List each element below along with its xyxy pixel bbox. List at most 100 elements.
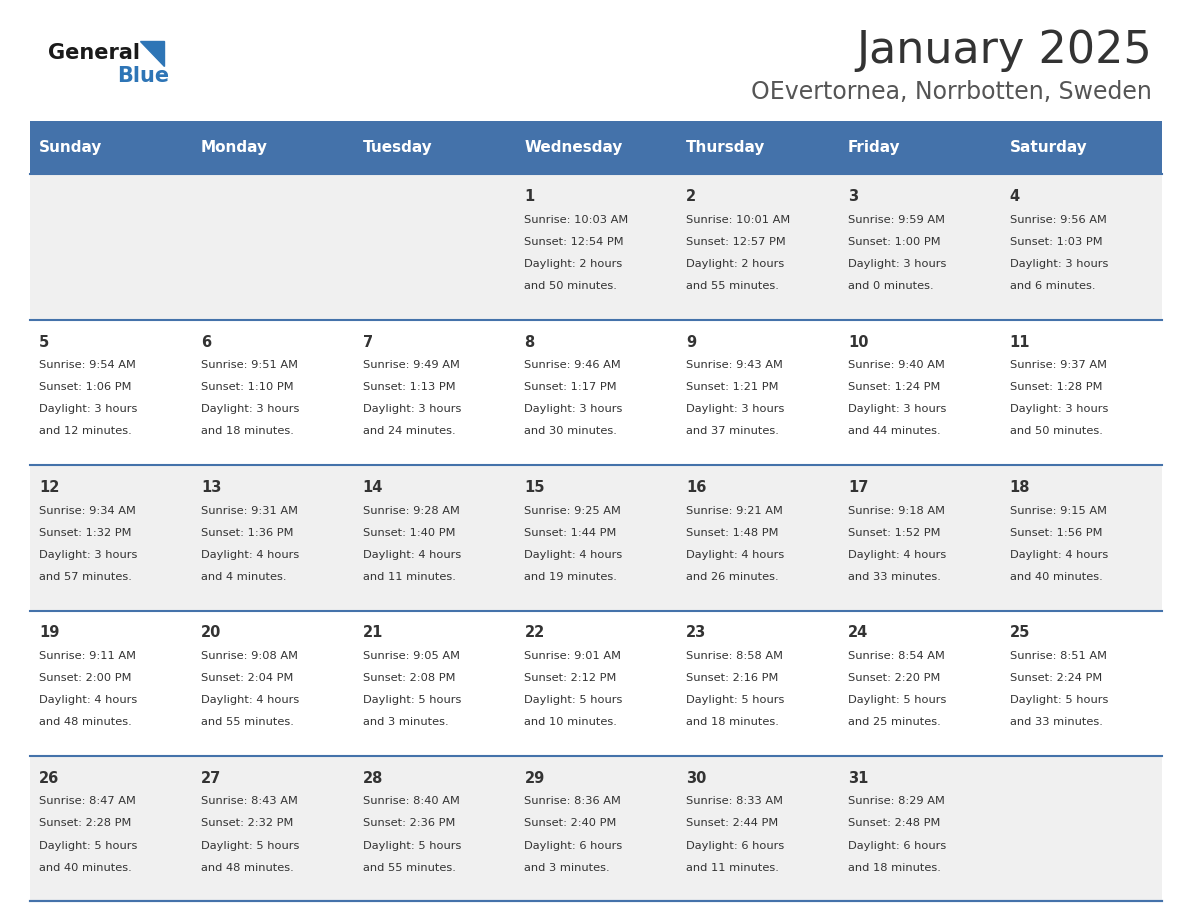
Text: Daylight: 4 hours: Daylight: 4 hours bbox=[362, 550, 461, 560]
Text: 22: 22 bbox=[524, 625, 544, 641]
Text: Sunset: 1:44 PM: Sunset: 1:44 PM bbox=[524, 528, 617, 538]
Text: Sunrise: 10:01 AM: Sunrise: 10:01 AM bbox=[687, 215, 790, 225]
Text: Sunset: 1:00 PM: Sunset: 1:00 PM bbox=[848, 237, 941, 247]
Text: Sunrise: 8:43 AM: Sunrise: 8:43 AM bbox=[201, 797, 298, 806]
Text: and 18 minutes.: and 18 minutes. bbox=[848, 863, 941, 872]
Text: Daylight: 4 hours: Daylight: 4 hours bbox=[848, 550, 946, 560]
Text: and 6 minutes.: and 6 minutes. bbox=[1010, 281, 1095, 291]
Text: Sunset: 2:24 PM: Sunset: 2:24 PM bbox=[1010, 673, 1102, 683]
Text: Sunrise: 8:29 AM: Sunrise: 8:29 AM bbox=[848, 797, 944, 806]
Text: January 2025: January 2025 bbox=[857, 29, 1152, 72]
Text: Friday: Friday bbox=[848, 140, 901, 155]
Text: 24: 24 bbox=[848, 625, 868, 641]
Text: 17: 17 bbox=[848, 480, 868, 495]
Text: 28: 28 bbox=[362, 771, 383, 786]
Text: and 26 minutes.: and 26 minutes. bbox=[687, 572, 779, 582]
Text: Daylight: 4 hours: Daylight: 4 hours bbox=[687, 550, 784, 560]
Text: 25: 25 bbox=[1010, 625, 1030, 641]
Text: Sunrise: 9:21 AM: Sunrise: 9:21 AM bbox=[687, 506, 783, 516]
Text: Sunrise: 8:40 AM: Sunrise: 8:40 AM bbox=[362, 797, 460, 806]
Text: 29: 29 bbox=[524, 771, 544, 786]
Text: Sunrise: 9:08 AM: Sunrise: 9:08 AM bbox=[201, 651, 298, 661]
Text: Sunset: 2:32 PM: Sunset: 2:32 PM bbox=[201, 819, 293, 828]
Text: Sunrise: 9:05 AM: Sunrise: 9:05 AM bbox=[362, 651, 460, 661]
Text: 31: 31 bbox=[848, 771, 868, 786]
Text: Sunrise: 8:51 AM: Sunrise: 8:51 AM bbox=[1010, 651, 1107, 661]
Text: and 18 minutes.: and 18 minutes. bbox=[687, 717, 779, 727]
Text: Daylight: 5 hours: Daylight: 5 hours bbox=[201, 841, 299, 850]
Text: Sunrise: 9:37 AM: Sunrise: 9:37 AM bbox=[1010, 360, 1107, 370]
Text: and 0 minutes.: and 0 minutes. bbox=[848, 281, 934, 291]
Text: 20: 20 bbox=[201, 625, 221, 641]
Text: Sunset: 1:52 PM: Sunset: 1:52 PM bbox=[848, 528, 941, 538]
Text: and 10 minutes.: and 10 minutes. bbox=[524, 717, 618, 727]
Text: Sunset: 2:48 PM: Sunset: 2:48 PM bbox=[848, 819, 940, 828]
Text: and 55 minutes.: and 55 minutes. bbox=[362, 863, 455, 872]
Text: Daylight: 5 hours: Daylight: 5 hours bbox=[362, 841, 461, 850]
Text: and 37 minutes.: and 37 minutes. bbox=[687, 426, 779, 436]
Text: and 18 minutes.: and 18 minutes. bbox=[201, 426, 293, 436]
Text: Sunset: 1:36 PM: Sunset: 1:36 PM bbox=[201, 528, 293, 538]
Text: General: General bbox=[48, 43, 139, 63]
Text: Daylight: 3 hours: Daylight: 3 hours bbox=[201, 404, 299, 414]
Text: Sunset: 2:28 PM: Sunset: 2:28 PM bbox=[39, 819, 132, 828]
Text: Daylight: 3 hours: Daylight: 3 hours bbox=[848, 259, 947, 269]
Text: Sunrise: 8:58 AM: Sunrise: 8:58 AM bbox=[687, 651, 783, 661]
Text: 26: 26 bbox=[39, 771, 59, 786]
Text: and 19 minutes.: and 19 minutes. bbox=[524, 572, 618, 582]
Text: Tuesday: Tuesday bbox=[362, 140, 432, 155]
Text: Daylight: 6 hours: Daylight: 6 hours bbox=[524, 841, 623, 850]
Text: and 3 minutes.: and 3 minutes. bbox=[362, 717, 448, 727]
Text: 3: 3 bbox=[848, 189, 858, 204]
Bar bbox=[30, 610, 1162, 756]
Polygon shape bbox=[140, 41, 164, 66]
Text: Sunset: 1:28 PM: Sunset: 1:28 PM bbox=[1010, 382, 1102, 392]
Text: Daylight: 4 hours: Daylight: 4 hours bbox=[1010, 550, 1108, 560]
Text: Sunrise: 9:46 AM: Sunrise: 9:46 AM bbox=[524, 360, 621, 370]
Text: Sunrise: 10:03 AM: Sunrise: 10:03 AM bbox=[524, 215, 628, 225]
Text: and 3 minutes.: and 3 minutes. bbox=[524, 863, 611, 872]
Text: Sunrise: 9:18 AM: Sunrise: 9:18 AM bbox=[848, 506, 944, 516]
Bar bbox=[30, 121, 1162, 174]
Text: Sunset: 2:16 PM: Sunset: 2:16 PM bbox=[687, 673, 778, 683]
Text: Sunrise: 9:40 AM: Sunrise: 9:40 AM bbox=[848, 360, 944, 370]
Text: Daylight: 3 hours: Daylight: 3 hours bbox=[848, 404, 947, 414]
Text: Daylight: 4 hours: Daylight: 4 hours bbox=[201, 550, 299, 560]
Text: 27: 27 bbox=[201, 771, 221, 786]
Text: Daylight: 3 hours: Daylight: 3 hours bbox=[362, 404, 461, 414]
Text: Daylight: 3 hours: Daylight: 3 hours bbox=[524, 404, 623, 414]
Text: and 40 minutes.: and 40 minutes. bbox=[39, 863, 132, 872]
Text: Sunrise: 9:49 AM: Sunrise: 9:49 AM bbox=[362, 360, 460, 370]
Text: and 12 minutes.: and 12 minutes. bbox=[39, 426, 132, 436]
Text: Sunset: 1:24 PM: Sunset: 1:24 PM bbox=[848, 382, 940, 392]
Text: Daylight: 2 hours: Daylight: 2 hours bbox=[687, 259, 784, 269]
Text: Daylight: 3 hours: Daylight: 3 hours bbox=[687, 404, 784, 414]
Text: Wednesday: Wednesday bbox=[524, 140, 623, 155]
Text: 14: 14 bbox=[362, 480, 383, 495]
Text: Sunset: 12:54 PM: Sunset: 12:54 PM bbox=[524, 237, 624, 247]
Text: Sunset: 12:57 PM: Sunset: 12:57 PM bbox=[687, 237, 786, 247]
Text: Sunset: 2:40 PM: Sunset: 2:40 PM bbox=[524, 819, 617, 828]
Text: Sunset: 1:56 PM: Sunset: 1:56 PM bbox=[1010, 528, 1102, 538]
Text: 10: 10 bbox=[848, 334, 868, 350]
Text: 13: 13 bbox=[201, 480, 221, 495]
Text: 5: 5 bbox=[39, 334, 50, 350]
Text: 4: 4 bbox=[1010, 189, 1019, 204]
Text: and 11 minutes.: and 11 minutes. bbox=[687, 863, 779, 872]
Text: Thursday: Thursday bbox=[687, 140, 765, 155]
Bar bbox=[30, 319, 1162, 465]
Text: Sunrise: 9:28 AM: Sunrise: 9:28 AM bbox=[362, 506, 460, 516]
Bar bbox=[30, 465, 1162, 610]
Text: Sunrise: 8:33 AM: Sunrise: 8:33 AM bbox=[687, 797, 783, 806]
Text: 19: 19 bbox=[39, 625, 59, 641]
Text: Daylight: 3 hours: Daylight: 3 hours bbox=[1010, 404, 1108, 414]
Text: Sunset: 1:40 PM: Sunset: 1:40 PM bbox=[362, 528, 455, 538]
Text: Sunset: 1:32 PM: Sunset: 1:32 PM bbox=[39, 528, 132, 538]
Text: Sunrise: 9:11 AM: Sunrise: 9:11 AM bbox=[39, 651, 137, 661]
Text: Sunset: 2:36 PM: Sunset: 2:36 PM bbox=[362, 819, 455, 828]
Text: and 33 minutes.: and 33 minutes. bbox=[848, 572, 941, 582]
Text: Sunday: Sunday bbox=[39, 140, 102, 155]
Text: and 57 minutes.: and 57 minutes. bbox=[39, 572, 132, 582]
Text: Sunset: 2:08 PM: Sunset: 2:08 PM bbox=[362, 673, 455, 683]
Bar bbox=[30, 756, 1162, 901]
